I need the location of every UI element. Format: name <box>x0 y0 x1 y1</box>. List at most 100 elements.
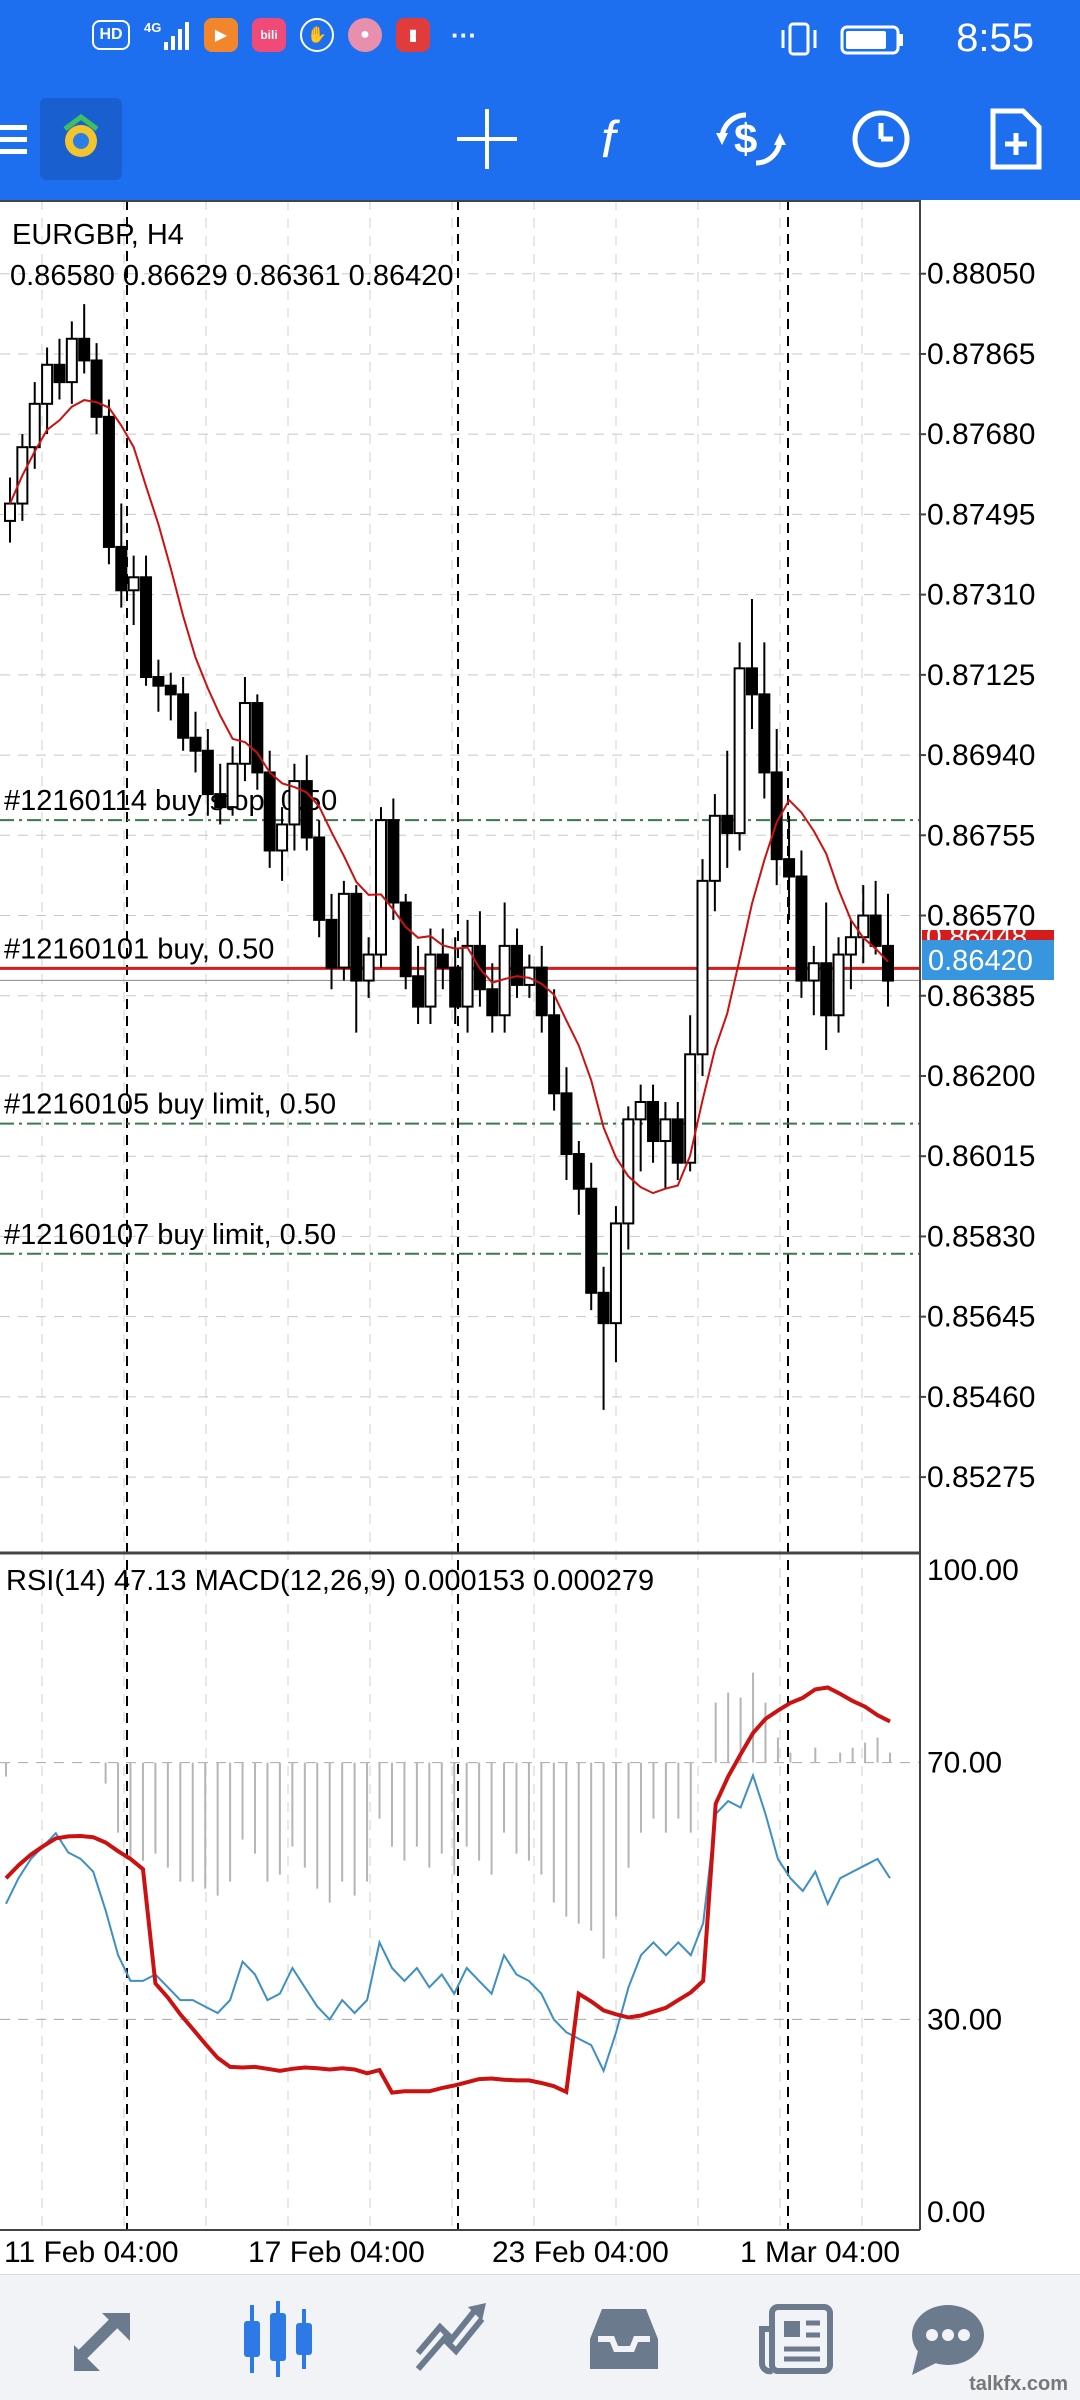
price-tick-label: 0.87495 <box>927 498 1035 531</box>
candle <box>226 746 239 816</box>
top-toolbar: f $ <box>0 78 1080 200</box>
symbol-label: EURGBP, H4 <box>12 219 184 251</box>
history-icon[interactable] <box>582 2297 666 2381</box>
candle-body <box>424 953 437 1008</box>
candle <box>177 677 190 751</box>
candle-body <box>832 953 845 1017</box>
indicator-label: RSI(14) 47.13 MACD(12,26,9) 0.000153 0.0… <box>6 1565 654 1597</box>
candle-body <box>201 749 214 796</box>
app-logo-icon[interactable] <box>40 98 122 180</box>
trade-nav-icon[interactable] <box>408 2297 492 2381</box>
ohlc-label: 0.86580 0.86629 0.86361 0.86420 <box>10 260 453 292</box>
candle <box>325 893 338 990</box>
candle-body <box>350 892 363 982</box>
rsi-line <box>5 1772 891 2074</box>
candle <box>4 477 16 543</box>
candle-body <box>572 1153 585 1190</box>
candle <box>214 763 227 825</box>
new-order-icon[interactable] <box>976 100 1054 178</box>
function-icon[interactable]: f <box>578 100 656 178</box>
indicator-pane: 100.00 70.00 30.00 0.00 <box>0 1554 1019 2229</box>
candle <box>708 794 721 912</box>
menu-icon[interactable] <box>0 100 56 178</box>
candle <box>115 503 128 608</box>
candle-body <box>127 576 140 592</box>
candle-body <box>449 966 462 1008</box>
candle-body <box>102 415 115 548</box>
candle <box>41 347 54 435</box>
time-axis: 11 Feb 04:00 17 Feb 04:00 23 Feb 04:00 1 Ma… <box>4 2236 900 2269</box>
candle <box>609 1206 622 1363</box>
candle <box>374 807 387 968</box>
crosshair-icon[interactable] <box>448 100 526 178</box>
price-tick-label: 0.86940 <box>927 739 1035 772</box>
svg-text:f: f <box>601 111 620 169</box>
candle-body <box>436 953 449 969</box>
price-tick-label: 0.87865 <box>927 338 1035 371</box>
candle <box>65 321 78 404</box>
indicator-tick-label: 0.00 <box>927 2196 985 2229</box>
candle <box>300 755 313 851</box>
candle <box>523 954 536 998</box>
candle <box>572 1141 585 1215</box>
candle-body <box>90 359 103 418</box>
order-label: #12160105 buy limit, 0.50 <box>4 1089 336 1121</box>
candle <box>436 928 449 990</box>
candle-body <box>634 1101 647 1121</box>
trade-icon[interactable]: $ <box>712 100 790 178</box>
candle-body <box>152 676 165 687</box>
clock-icon[interactable] <box>842 100 920 178</box>
quotes-icon[interactable] <box>64 2297 148 2381</box>
camera-app-icon: ● <box>348 18 382 52</box>
candle-body <box>486 988 499 1017</box>
candle-body <box>4 502 16 522</box>
macd-signal-line <box>4 1685 891 2095</box>
chart-canvas[interactable]: #12160114 buy stop, 0.50 #12160101 buy, 0… <box>0 200 1080 2274</box>
candle <box>251 694 264 790</box>
price-tick-label: 0.86015 <box>927 1140 1035 1173</box>
news-icon[interactable] <box>756 2297 840 2381</box>
current-price-label: 0.86420 <box>928 945 1033 977</box>
candle <box>585 1162 598 1311</box>
order-label: #12160107 buy limit, 0.50 <box>4 1219 336 1251</box>
candle-body <box>770 771 783 861</box>
candle <box>288 763 301 851</box>
candle-body <box>708 814 721 882</box>
candle <box>276 807 289 881</box>
candle <box>350 885 363 1033</box>
current-price-marker: 0.86448 0.86420 <box>922 921 1054 980</box>
candle <box>486 963 499 1033</box>
candle-body <box>28 402 41 449</box>
candle-body <box>560 1092 573 1156</box>
candle <box>770 729 783 886</box>
candle <box>313 820 326 938</box>
candle-body <box>374 819 387 956</box>
order-lines: #12160114 buy stop, 0.50 #12160101 buy, 0… <box>0 785 920 1255</box>
candle-body <box>795 875 808 982</box>
video-app-icon: ▶ <box>204 18 238 52</box>
candle-body <box>745 667 758 696</box>
candle <box>53 338 66 400</box>
candle-body <box>733 667 746 835</box>
candle <box>721 750 734 868</box>
candle-body <box>696 879 709 1056</box>
more-notifications: ··· <box>451 19 477 50</box>
candle <box>535 945 548 1033</box>
chart-area[interactable]: #12160114 buy stop, 0.50 #12160101 buy, 0… <box>0 200 1080 2274</box>
candle-body <box>609 1222 622 1325</box>
candle-body <box>177 693 190 739</box>
candle-body <box>238 702 251 765</box>
candle-body <box>585 1187 598 1294</box>
candle-body <box>597 1291 610 1325</box>
candle-body <box>721 814 734 835</box>
candle-body <box>548 1014 561 1095</box>
candle <box>560 1067 573 1181</box>
hd-icon: HD <box>92 20 130 50</box>
candle <box>152 659 165 712</box>
candle <box>807 945 820 1016</box>
svg-text:4G: 4G <box>144 20 161 35</box>
candle <box>745 598 758 730</box>
candle-body <box>820 962 833 1017</box>
chart-icon[interactable] <box>236 2297 320 2381</box>
messages-icon[interactable] <box>906 2297 990 2381</box>
